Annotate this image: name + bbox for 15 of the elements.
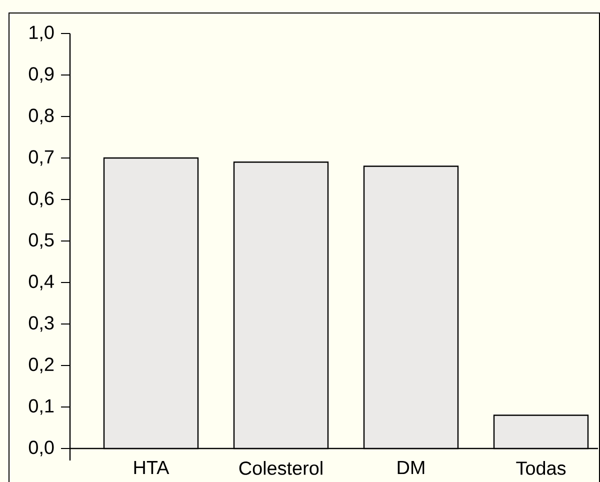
- y-tick-label: 0,0: [28, 440, 54, 456]
- y-tick-label: 0,7: [28, 150, 54, 166]
- y-tick-label: 0,8: [28, 108, 54, 124]
- y-tick-label: 0,4: [28, 274, 54, 290]
- y-tick-label: 0,5: [28, 233, 54, 249]
- x-tick-label: HTA: [134, 461, 170, 474]
- y-tick-label: 0,2: [28, 358, 54, 374]
- y-tick-label: 0,1: [28, 399, 54, 415]
- x-tick-label: DM: [398, 461, 424, 474]
- y-tick-label: 1,0: [30, 26, 54, 42]
- y-tick-label: 0,6: [28, 192, 54, 208]
- x-tick-label: Todas: [516, 460, 566, 475]
- y-tick-label: 0,3: [28, 316, 54, 332]
- x-tick-label: Colesterol: [239, 460, 322, 475]
- y-tick-label: 0,9: [28, 67, 54, 83]
